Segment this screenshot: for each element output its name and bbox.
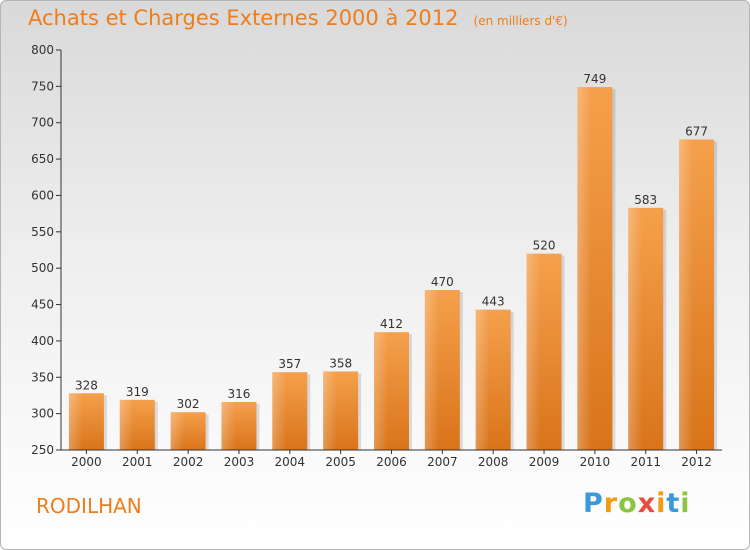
bar-value-label: 520	[533, 239, 556, 253]
x-tick-label: 2012	[681, 455, 712, 469]
y-tick-label: 250	[31, 443, 54, 457]
bars-group: 328 319 302 316 357 358 412 470 443 520 749 583 677	[68, 72, 718, 451]
bar-highlight	[526, 253, 562, 450]
y-tick-label: 500	[31, 261, 54, 275]
bar-value-label: 319	[126, 385, 149, 399]
bar-highlight	[475, 309, 511, 450]
x-tick-label: 2001	[122, 455, 153, 469]
logo-letter: i	[656, 488, 667, 519]
y-tick-label: 350	[31, 370, 54, 384]
bar-value-label: 328	[75, 378, 98, 392]
x-tick-label: 2002	[173, 455, 204, 469]
y-tick-label: 650	[31, 152, 54, 166]
y-tick-label: 800	[31, 43, 54, 57]
x-tick-label: 2004	[275, 455, 306, 469]
y-tick-label: 300	[31, 407, 54, 421]
bar-value-label: 357	[278, 357, 301, 371]
bar-highlight	[424, 290, 460, 450]
bar-value-label: 470	[431, 275, 454, 289]
y-tick-label: 450	[31, 298, 54, 312]
logo-letter: o	[618, 488, 638, 519]
x-tick-label: 2009	[529, 455, 560, 469]
logo-letter: i	[680, 488, 691, 519]
location-name: RODILHAN	[36, 494, 142, 518]
bar-highlight	[68, 393, 104, 450]
bar-highlight	[323, 371, 359, 450]
x-tick-label: 2005	[325, 455, 356, 469]
bar-value-label: 443	[482, 295, 505, 309]
bar-highlight	[577, 87, 613, 450]
x-tick-label: 2007	[427, 455, 458, 469]
x-axis: 2000 2001 2002 2003 2004 2005 2006 2007 2008 2009…	[61, 449, 722, 469]
x-tick-label: 2000	[71, 455, 102, 469]
chart-subtitle: (en milliers d'€)	[473, 14, 568, 28]
bar-highlight	[272, 372, 308, 450]
bar-value-label: 302	[177, 397, 200, 411]
chart-title-block: Achats et Charges Externes 2000 à 2012 (…	[28, 6, 568, 30]
logo-letter: P	[583, 488, 604, 519]
bar-highlight	[119, 399, 155, 450]
bar-value-label: 749	[583, 72, 606, 86]
y-tick-label: 700	[31, 116, 54, 130]
bar-value-label: 316	[228, 387, 251, 401]
chart-title: Achats et Charges Externes 2000 à 2012	[28, 6, 459, 30]
bar-value-label: 412	[380, 317, 403, 331]
y-tick-label: 400	[31, 334, 54, 348]
bar-highlight	[221, 402, 257, 450]
bar-value-label: 583	[634, 193, 657, 207]
y-tick-label: 550	[31, 225, 54, 239]
proxiti-logo: Proxiti	[583, 488, 691, 519]
logo-letter: x	[637, 488, 657, 519]
y-tick-label: 750	[31, 79, 54, 93]
bar-value-label: 677	[685, 124, 708, 138]
y-axis: 250 300 350 400 450 500 550 600 650 700 750 800	[31, 43, 62, 457]
bar-highlight	[679, 139, 715, 451]
x-tick-label: 2008	[478, 455, 509, 469]
y-tick-label: 600	[31, 188, 54, 202]
bar-highlight	[628, 207, 664, 450]
x-tick-label: 2010	[580, 455, 611, 469]
logo-letter: t	[666, 488, 681, 519]
x-tick-label: 2006	[376, 455, 407, 469]
bar-highlight	[170, 412, 206, 450]
x-tick-label: 2011	[630, 455, 661, 469]
logo-letter: r	[603, 488, 619, 519]
x-tick-label: 2003	[224, 455, 255, 469]
bar-highlight	[374, 332, 409, 450]
bar-value-label: 358	[329, 356, 352, 370]
